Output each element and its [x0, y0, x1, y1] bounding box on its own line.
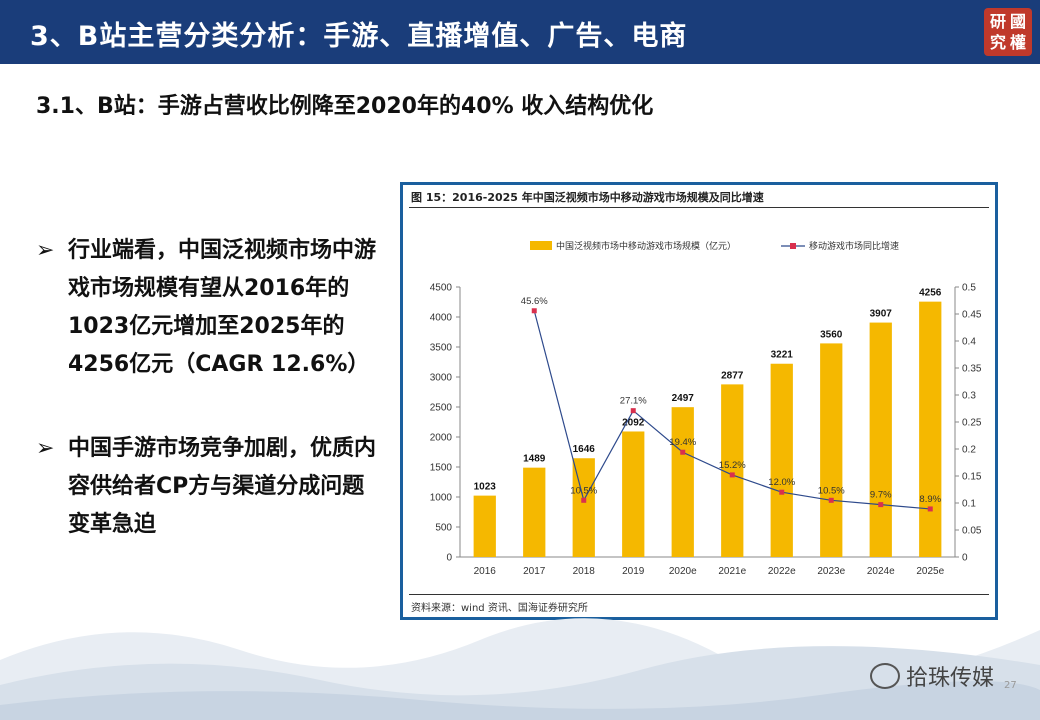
legend-label: 中国泛视频市场中移动游戏市场规模（亿元）	[556, 240, 736, 251]
y-right-tick-label: 0.5	[962, 283, 976, 294]
line-point	[828, 497, 834, 503]
x-tick-label: 2018	[573, 566, 596, 577]
y-left-tick-label: 500	[435, 523, 452, 534]
y-right-tick-label: 0.05	[962, 526, 982, 537]
bar	[770, 363, 793, 557]
bar	[572, 458, 595, 557]
bullet-item: ➢ 行业端看，中国泛视频市场中游戏市场规模有望从2016年的1023亿元增加至2…	[36, 232, 376, 384]
divider	[409, 594, 989, 595]
watermark: 拾珠传媒	[870, 660, 994, 692]
bar	[869, 322, 892, 557]
logo-seal: 研 國 究 權	[984, 8, 1032, 56]
x-tick-label: 2024e	[867, 566, 895, 577]
x-tick-label: 2021e	[718, 566, 746, 577]
bar-value-label: 4256	[919, 288, 942, 299]
y-right-tick-label: 0.1	[962, 499, 976, 510]
page-number: 27	[1004, 680, 1017, 691]
y-left-tick-label: 3000	[430, 373, 453, 384]
line-value-label: 9.7%	[870, 490, 892, 501]
combo-chart: 中国泛视频市场中移动游戏市场规模（亿元） 移动游戏市场同比增速 0 500 1000 15…	[430, 240, 982, 577]
line-point	[581, 497, 587, 503]
y-right-tick-label: 0.45	[962, 310, 982, 321]
line-value-label: 8.9%	[919, 494, 941, 505]
x-tick-label: 2023e	[817, 566, 845, 577]
x-tick-label: 2025e	[916, 566, 944, 577]
y-right-tick-label: 0.15	[962, 472, 982, 483]
y-left-tick-label: 3500	[430, 343, 453, 354]
y-left-tick-label: 4000	[430, 313, 453, 324]
bullet-item: ➢ 中国手游市场竞争加剧，优质内容供给者CP方与渠道分成问题变革急迫	[36, 430, 376, 544]
bar-value-label: 1646	[573, 444, 596, 455]
line-point	[927, 506, 933, 512]
line-value-label: 27.1%	[620, 396, 647, 407]
figure-caption: 图 15：2016-2025 年中国泛视频市场中移动游戏市场规模及同比增速	[411, 191, 764, 204]
line-value-label: 10.5%	[570, 485, 597, 496]
bar	[622, 431, 645, 557]
line-value-label: 12.0%	[768, 477, 795, 488]
bullet-list: ➢ 行业端看，中国泛视频市场中游戏市场规模有望从2016年的1023亿元增加至2…	[36, 232, 376, 590]
bar-value-label: 2497	[672, 393, 695, 404]
x-tick-label: 2022e	[768, 566, 796, 577]
line-value-label: 19.4%	[669, 437, 696, 448]
bar-value-label: 3907	[870, 309, 893, 320]
line-point	[878, 502, 884, 508]
bullet-text: 行业端看，中国泛视频市场中游戏市场规模有望从2016年的1023亿元增加至202…	[68, 238, 377, 377]
bar-value-label: 1489	[523, 454, 546, 465]
x-tick-label: 2020e	[669, 566, 697, 577]
arrow-bullet-icon: ➢	[36, 238, 55, 263]
y-right-tick-label: 0.3	[962, 391, 976, 402]
line-value-label: 15.2%	[719, 460, 746, 471]
y-left-tick-label: 4500	[430, 283, 453, 294]
logo-char: 國	[1009, 11, 1026, 31]
bar-value-label: 3560	[820, 329, 843, 340]
divider	[409, 207, 989, 208]
line-value-label: 10.5%	[818, 485, 845, 496]
legend-bar-swatch	[530, 241, 552, 250]
header-bar: 3、B站主营分类分析：手游、直播增值、广告、电商 研 國 究 權	[0, 0, 1040, 64]
slide-title: 3、B站主营分类分析：手游、直播增值、广告、电商	[30, 21, 688, 52]
arrow-bullet-icon: ➢	[36, 436, 55, 461]
bar	[671, 407, 694, 557]
y-right-tick-label: 0.25	[962, 418, 982, 429]
x-tick-label: 2019	[622, 566, 645, 577]
y-left-tick-label: 2500	[430, 403, 453, 414]
y-left-tick-label: 1000	[430, 493, 453, 504]
bullet-text: 中国手游市场竞争加剧，优质内容供给者CP方与渠道分成问题变革急迫	[68, 436, 377, 537]
logo-char: 究	[989, 32, 1006, 52]
y-right-tick-label: 0.4	[962, 337, 976, 348]
legend-label: 移动游戏市场同比增速	[809, 240, 899, 251]
figure-source: 资料来源：wind 资讯、国海证券研究所	[411, 603, 588, 614]
y-left-tick-label: 1500	[430, 463, 453, 474]
logo-char: 研	[989, 11, 1006, 31]
legend-line-marker	[790, 243, 796, 249]
bar-value-label: 2877	[721, 370, 744, 381]
bar	[820, 343, 843, 557]
section-subtitle: 3.1、B站：手游占营收比例降至2020年的40% 收入结构优化	[36, 94, 654, 119]
line-point	[680, 449, 686, 455]
bar	[523, 467, 546, 557]
logo-char: 權	[1009, 32, 1026, 52]
x-tick-label: 2016	[474, 566, 497, 577]
watermark-text: 拾珠传媒	[906, 666, 995, 691]
y-right-tick-label: 0.35	[962, 364, 982, 375]
line-point	[779, 489, 785, 495]
line-point	[630, 408, 636, 414]
y-left-tick-label: 0	[446, 553, 452, 564]
x-tick-label: 2017	[523, 566, 546, 577]
decorative-hills	[0, 618, 1040, 720]
bar-value-label: 2092	[622, 417, 645, 428]
bar-value-label: 3221	[771, 350, 794, 361]
figure-panel: 图 15：2016-2025 年中国泛视频市场中移动游戏市场规模及同比增速 中国…	[400, 182, 998, 620]
line-point	[531, 308, 537, 314]
bar	[721, 384, 744, 557]
y-right-tick-label: 0	[962, 553, 968, 564]
wechat-icon	[870, 663, 900, 689]
bar	[473, 495, 496, 557]
line-value-label: 45.6%	[521, 296, 548, 307]
y-left-tick-label: 2000	[430, 433, 453, 444]
bar	[919, 301, 942, 557]
line-point	[729, 472, 735, 478]
y-right-tick-label: 0.2	[962, 445, 976, 456]
bar-value-label: 1023	[474, 482, 497, 493]
